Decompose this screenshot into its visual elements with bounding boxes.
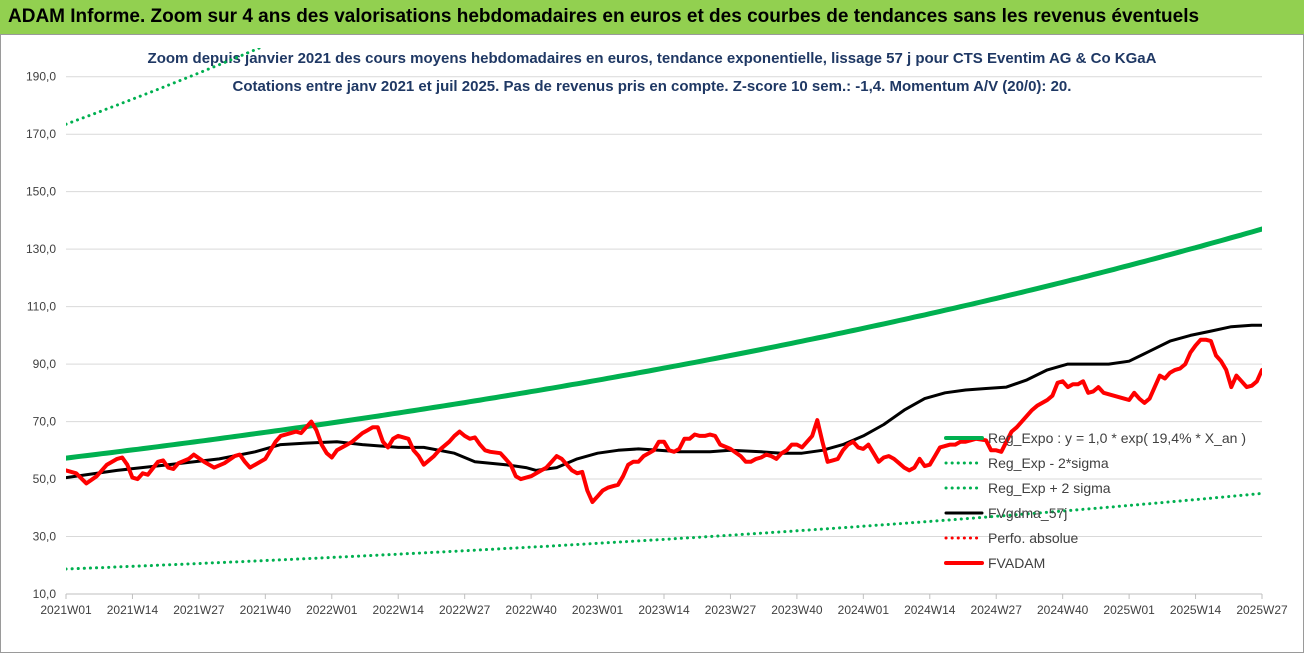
legend-label: Perfo. absolue	[988, 530, 1078, 546]
x-tick-label: 2022W01	[306, 603, 358, 617]
series-line-5	[66, 337, 1262, 504]
y-tick-label: 10,0	[33, 587, 57, 601]
x-tick-label: 2024W40	[1037, 603, 1089, 617]
x-tick-label: 2025W01	[1103, 603, 1155, 617]
x-tick-label: 2025W14	[1170, 603, 1222, 617]
x-tick-label: 2023W27	[705, 603, 757, 617]
x-tick-label: 2023W40	[771, 603, 823, 617]
y-tick-label: 170,0	[26, 127, 56, 141]
x-tick-label: 2021W40	[240, 603, 292, 617]
y-tick-label: 50,0	[33, 472, 57, 486]
legend-label: FVADAM	[988, 555, 1045, 571]
legend-label: FVgdma_57j	[988, 505, 1067, 521]
chart-subtitle: Cotations entre janv 2021 et juil 2025. …	[232, 78, 1072, 95]
legend-label: Reg_Exp - 2*sigma	[988, 455, 1109, 471]
report-banner: ADAM Informe. Zoom sur 4 ans des valoris…	[0, 0, 1304, 34]
legend-label: Reg_Expo : y = 1,0 * exp( 19,4% * X_an )	[988, 430, 1246, 446]
chart-title: Zoom depuis janvier 2021 des cours moyen…	[147, 50, 1157, 67]
x-tick-label: 2022W40	[505, 603, 557, 617]
y-tick-label: 150,0	[26, 185, 56, 199]
y-tick-label: 190,0	[26, 70, 56, 84]
y-tick-label: 110,0	[27, 300, 56, 314]
series-line-3	[66, 323, 1262, 480]
x-tick-label: 2023W01	[572, 603, 624, 617]
y-tick-label: 70,0	[33, 415, 57, 429]
y-tick-label: 30,0	[33, 530, 57, 544]
axis-layer: 10,0 30,0 50,0 70,0 90,0 110,0 130,0 150,0 170,0…	[26, 70, 1288, 617]
legend-label: Reg_Exp + 2 sigma	[988, 480, 1111, 496]
series-layer	[66, 48, 1262, 571]
y-tick-label: 90,0	[33, 357, 57, 371]
series-line-1	[66, 491, 1262, 571]
x-tick-label: 2024W27	[971, 603, 1023, 617]
x-tick-label: 2021W14	[107, 603, 159, 617]
x-tick-label: 2024W14	[904, 603, 956, 617]
series-line-0	[66, 226, 1262, 461]
series-line-2	[66, 48, 264, 126]
x-tick-label: 2022W27	[439, 603, 491, 617]
x-tick-label: 2021W27	[173, 603, 225, 617]
y-tick-label: 130,0	[26, 242, 56, 256]
grid-layer	[66, 76, 1262, 595]
x-tick-label: 2024W01	[838, 603, 890, 617]
x-tick-label: 2021W01	[40, 603, 92, 617]
x-tick-label: 2022W14	[373, 603, 425, 617]
x-tick-label: 2025W27	[1236, 603, 1288, 617]
x-tick-label: 2023W14	[638, 603, 690, 617]
legend: Reg_Expo : y = 1,0 * exp( 19,4% * X_an )…	[944, 430, 1246, 571]
